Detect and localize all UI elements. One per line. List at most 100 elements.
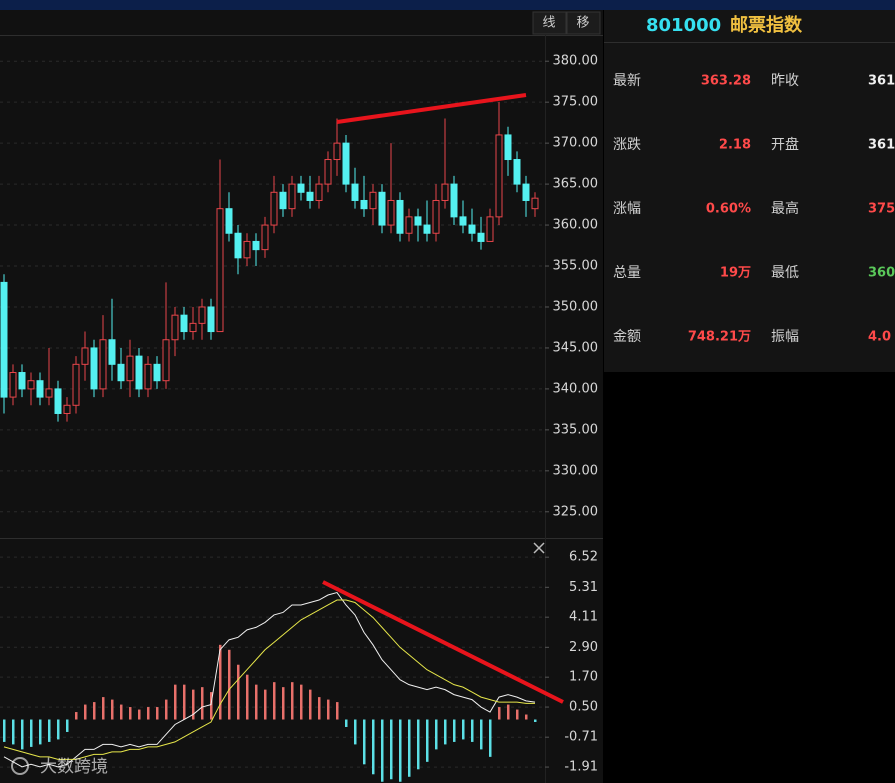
candle-body xyxy=(441,183,449,201)
y-tick-label: 345.00 xyxy=(553,340,599,355)
y-tick-label: 5.31 xyxy=(569,580,598,595)
close-button[interactable] xyxy=(533,542,545,554)
candle-body xyxy=(405,216,413,234)
candle-body xyxy=(207,306,215,333)
macd-bar xyxy=(192,689,195,720)
candle-body xyxy=(108,339,116,365)
y-tick-label: 365.00 xyxy=(553,177,599,192)
candle-body xyxy=(450,183,458,218)
y-tick-label: 360.00 xyxy=(553,218,599,233)
candle-body xyxy=(360,199,368,210)
macd-bar xyxy=(516,709,519,720)
candle-body xyxy=(198,306,206,324)
candle-body xyxy=(396,199,404,234)
macd-bar xyxy=(291,682,294,720)
macd-bar xyxy=(174,684,177,720)
toolbar-button[interactable] xyxy=(532,11,567,35)
candle-body xyxy=(117,363,125,382)
candle-body xyxy=(306,191,314,201)
candle-body xyxy=(324,159,332,185)
candle-body xyxy=(252,240,260,251)
y-tick-label: 325.00 xyxy=(553,504,599,519)
toolbar-button-label[interactable]: 线 xyxy=(542,16,555,31)
macd-bar xyxy=(165,699,168,720)
macd-bar xyxy=(471,719,474,742)
candle-body xyxy=(369,191,377,210)
macd-bar xyxy=(372,719,375,775)
quote-label: 最新 xyxy=(613,73,641,89)
quote-value: 19万 xyxy=(720,266,751,281)
quote-panel xyxy=(604,10,895,372)
candle-body xyxy=(279,191,287,210)
watermark: 大数跨境 xyxy=(40,757,108,777)
macd-bar xyxy=(426,719,429,762)
y-tick-label: 335.00 xyxy=(553,422,599,437)
candle-body xyxy=(387,199,395,226)
y-tick-label: -1.91 xyxy=(564,760,598,775)
candle-body xyxy=(27,380,35,390)
macd-bar xyxy=(327,699,330,720)
y-tick-label: 6.52 xyxy=(569,550,598,565)
quote-value: 361. xyxy=(868,74,895,89)
macd-bar xyxy=(525,714,528,720)
candle-body xyxy=(270,191,278,226)
macd-bar xyxy=(12,719,15,745)
quote-value: 2.18 xyxy=(719,138,751,153)
candle-body xyxy=(477,232,485,242)
macd-bar xyxy=(84,704,87,720)
quote-code: 801000 xyxy=(646,15,721,36)
y-tick-label: 330.00 xyxy=(553,463,599,478)
macd-bar xyxy=(354,719,357,745)
candle-body xyxy=(18,372,26,390)
quote-label: 振幅 xyxy=(771,329,799,345)
quote-label: 总量 xyxy=(613,265,641,281)
quote-value: 360. xyxy=(868,266,895,281)
candle-body xyxy=(72,363,80,406)
candle-body xyxy=(135,355,143,390)
quote-value: 361. xyxy=(868,138,895,153)
candle-body xyxy=(9,372,17,398)
macd-bar xyxy=(255,684,258,720)
candle-body xyxy=(495,134,503,218)
toolbar-button-label[interactable]: 移 xyxy=(576,16,589,31)
y-tick-label: 350.00 xyxy=(553,299,599,314)
candle-body xyxy=(36,380,44,398)
quote-label: 金额 xyxy=(613,329,641,345)
macd-bar xyxy=(336,702,339,720)
candle-body xyxy=(162,339,170,382)
quote-label: 涨跌 xyxy=(613,137,641,153)
macd-bar xyxy=(246,674,249,720)
quote-value: 363.28 xyxy=(701,74,751,89)
candle-body xyxy=(234,232,242,259)
candle-body xyxy=(99,339,107,390)
macd-bar xyxy=(102,697,105,720)
candle-body xyxy=(351,183,359,201)
candle-body xyxy=(513,159,521,185)
macd-bar xyxy=(507,704,510,720)
toolbar-button[interactable] xyxy=(566,11,601,35)
candle-body xyxy=(378,191,386,226)
trend-annotation xyxy=(322,580,564,704)
quote-label: 最高 xyxy=(771,200,799,217)
candle-body xyxy=(423,224,431,234)
macd-bar xyxy=(93,702,96,720)
y-tick-label: 340.00 xyxy=(553,381,599,396)
dif-line xyxy=(3,591,536,768)
macd-bar xyxy=(435,719,438,750)
candle-body xyxy=(297,183,305,193)
y-tick-label: 0.50 xyxy=(569,700,598,715)
candle-body xyxy=(90,347,98,390)
macd-bar xyxy=(57,719,60,740)
quote-value: 0.60% xyxy=(706,202,751,217)
macd-bar xyxy=(300,684,303,720)
quote-label: 最低 xyxy=(771,265,799,281)
candle-body xyxy=(81,347,89,365)
macd-bar xyxy=(264,689,267,720)
candle-body xyxy=(45,388,53,398)
macd-bar xyxy=(39,719,42,745)
candle-body xyxy=(486,216,494,242)
candle-body xyxy=(432,199,440,234)
macd-bar xyxy=(489,719,492,757)
watermark-icon xyxy=(11,757,29,775)
